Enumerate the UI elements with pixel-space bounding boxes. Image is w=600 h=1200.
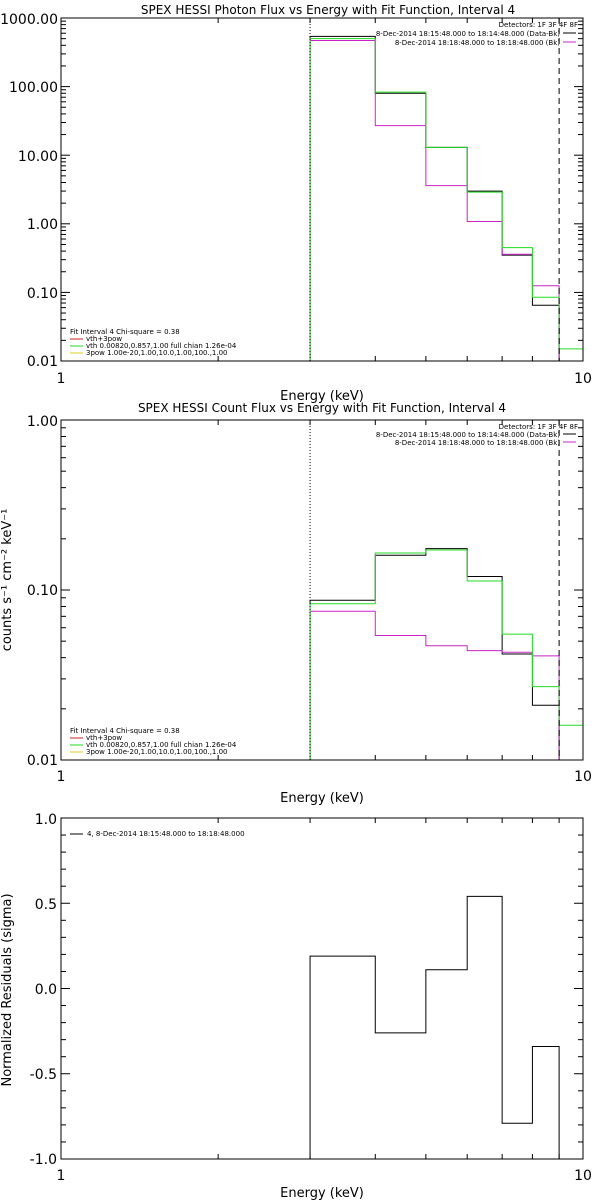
count-flux-legend-line: vth+3pow [86, 734, 122, 742]
count-flux-ytick-label: 0.10 [27, 583, 58, 599]
residuals-ytick-label: 0.5 [35, 897, 57, 913]
residuals-xtick-label: 1 [57, 1168, 66, 1184]
count-flux-ylabel: counts s⁻¹ cm⁻² keV⁻¹ [0, 509, 15, 652]
count-flux-legend-line: Fit Interval 4 Chi-square = 0.38 [70, 727, 180, 735]
residuals-xtick-label: 10 [574, 1168, 592, 1184]
count-flux-ytick-label: 0.01 [27, 753, 58, 769]
count-flux-header-line: Detectors: 1F 3F 4F 8F [499, 423, 578, 431]
count-flux-xtick-label: 1 [57, 769, 66, 785]
photon-flux-ytick-label: 1000.00 [0, 12, 58, 28]
residuals-legend-line: 4, 8-Dec-2014 18:15:48.000 to 18:18:48.0… [87, 830, 245, 838]
residuals-frame [60, 817, 584, 1160]
photon-flux-title: SPEX HESSI Photon Flux vs Energy with Fi… [141, 3, 515, 17]
photon-flux-legend-line: vth+3pow [86, 335, 122, 343]
photon-flux-xlabel: Energy (keV) [280, 389, 364, 404]
count-flux-xlabel: Energy (keV) [280, 791, 364, 806]
count-flux-header-line: 8-Dec-2014 18:15:48.000 to 18:14:48.000 … [376, 431, 560, 439]
photon-flux-header-line: 8-Dec-2014 18:15:48.000 to 18:14:48.000 … [376, 30, 560, 38]
count-flux-xtick-label: 10 [574, 769, 592, 785]
residuals-series-4-8-dec-2014-18-15-48-000-to-18-18-48-000 [309, 895, 560, 1159]
count-flux-legend-line: 3pow 1.00e-20,1.00,10.0,1.00,100.,1.00 [86, 748, 228, 756]
photon-flux-series-vth-0-00820-0-857-1-00 [309, 38, 583, 361]
photon-flux-header-line: Detectors: 1F 3F 4F 8F [499, 21, 578, 29]
photon-flux-frame [60, 17, 584, 362]
photon-flux-legend-line: 3pow 1.00e-20,1.00,10.0,1.00,100.,1.00 [86, 349, 228, 357]
count-flux-panel: SPEX HESSI Count Flux vs Energy with Fit… [0, 401, 592, 806]
residuals-xlabel: Energy (keV) [280, 1186, 364, 1200]
photon-flux-panel: SPEX HESSI Photon Flux vs Energy with Fi… [0, 3, 592, 404]
residuals-ytick-label: -1.0 [30, 1152, 57, 1168]
residuals-panel: -1.0 -0.5 0.0 0.5 1.0 1 10 Energy (keV) … [0, 812, 592, 1200]
photon-flux-ytick-label: 0.10 [27, 286, 58, 302]
photon-flux-legend-line: Fit Interval 4 Chi-square = 0.38 [70, 328, 180, 336]
photon-flux-ytick-label: 1.00 [27, 217, 58, 233]
count-flux-frame [60, 419, 584, 761]
photon-flux-xtick-label: 1 [57, 371, 66, 387]
count-flux-ytick-label: 1.00 [27, 414, 58, 430]
count-flux-legend-line: vth 0.00820,0.857,1.00 full chian 1.26e-… [86, 741, 237, 749]
count-flux-series-vth-0-00820-0-857-1-00 [309, 549, 583, 760]
photon-flux-header-line: 8-Dec-2014 18:18:48.000 to 18:18:48.000 … [395, 39, 560, 47]
photon-flux-legend-line: vth 0.00820,0.857,1.00 full chian 1.26e-… [86, 342, 237, 350]
count-flux-header-line: 8-Dec-2014 18:18:48.000 to 18:18:48.000 … [395, 439, 560, 447]
count-flux-series-bk [309, 610, 583, 761]
residuals-ytick-label: 1.0 [35, 812, 57, 828]
photon-flux-ytick-label: 0.01 [27, 354, 58, 370]
residuals-ytick-label: 0.0 [35, 982, 57, 998]
residuals-ylabel: Normalized Residuals (sigma) [0, 893, 15, 1086]
count-flux-title: SPEX HESSI Count Flux vs Energy with Fit… [138, 401, 506, 415]
photon-flux-ytick-label: 100.00 [9, 80, 58, 96]
photon-flux-xtick-label: 10 [574, 371, 592, 387]
residuals-ytick-label: -0.5 [30, 1067, 57, 1083]
photon-flux-ytick-label: 10.00 [18, 149, 58, 165]
